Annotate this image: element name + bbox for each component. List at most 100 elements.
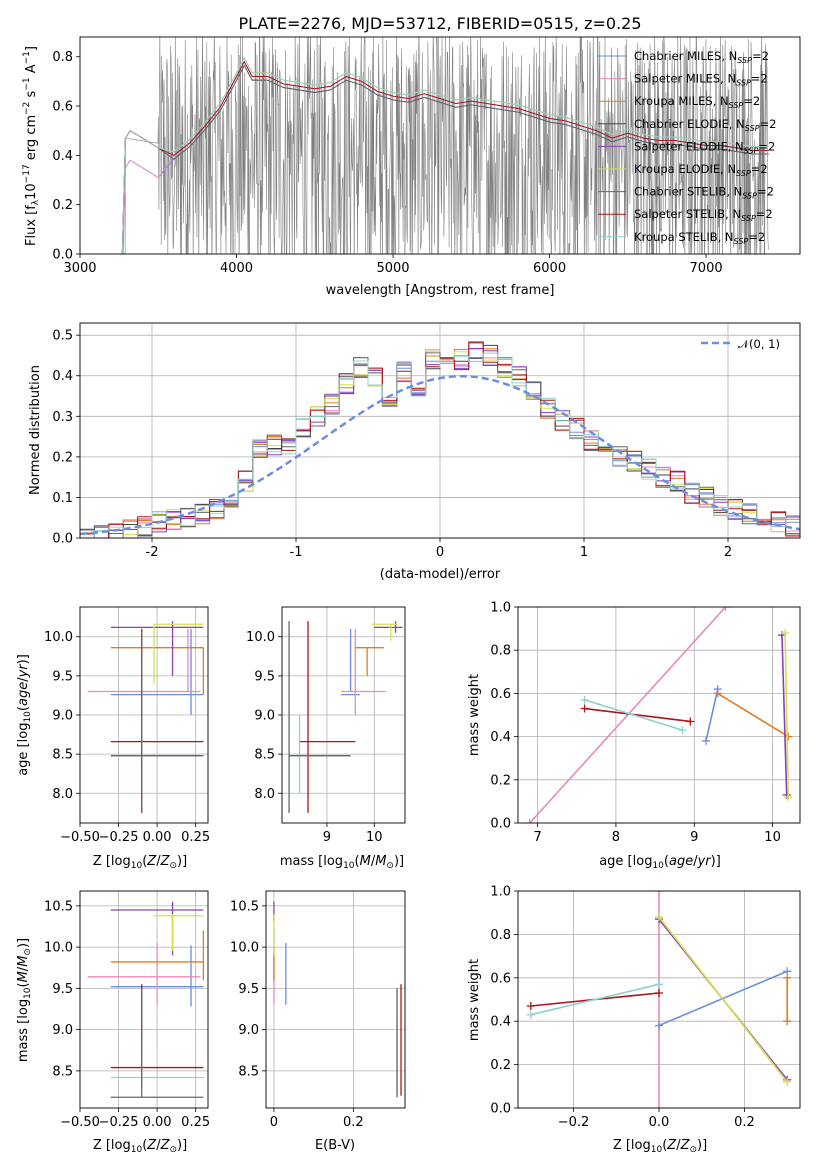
- y-tick-label: 0.0: [490, 817, 511, 832]
- model-line-salpeter-stelib: [121, 60, 769, 254]
- weight-marker: [721, 607, 730, 611]
- x-tick-label: 0: [436, 545, 444, 560]
- y-axis-label: Normed distribution: [28, 365, 43, 495]
- weight-marker: [526, 1010, 535, 1019]
- legend-entry: 𝒩(0, 1): [738, 337, 780, 351]
- weight-marker: [655, 1104, 663, 1108]
- weight-marker: [526, 1002, 535, 1011]
- y-tick-label: 10.0: [44, 630, 73, 645]
- y-tick-label: 9.0: [254, 709, 275, 724]
- y-tick-label: 0.8: [490, 928, 511, 943]
- weight-line-chabrier-miles: [705, 688, 719, 742]
- legend-entry: Kroupa STELIB, NSSP=2: [634, 230, 765, 246]
- y-tick-label: 9.5: [238, 982, 259, 997]
- y-tick-label: 9.0: [238, 1023, 259, 1038]
- legend-entry: Salpeter ELODIE, NSSP=2: [634, 139, 775, 155]
- panel-residuals: [76, 322, 801, 542]
- gaussian-line: [80, 374, 800, 536]
- axes-frame: [517, 606, 801, 824]
- legend-entry: Salpeter MILES, NSSP=2: [634, 72, 768, 88]
- weight-line-kroupa-elodie: [784, 632, 790, 798]
- panel-mass-vs-EBV: [262, 890, 406, 1112]
- y-tick-label: 1.0: [490, 601, 511, 616]
- y-tick-label: 0.0: [490, 1102, 511, 1117]
- weight-marker: [781, 628, 790, 637]
- axes-frame: [79, 890, 209, 1109]
- weight-lines: [525, 607, 793, 823]
- y-tick-label: 0.1: [52, 491, 73, 506]
- weight-marker: [655, 1021, 663, 1030]
- segments: [273, 901, 402, 1098]
- y-tick-label: 0.6: [490, 687, 511, 702]
- x-tick-label: 5000: [376, 261, 409, 276]
- x-tick-label: 0.2: [343, 1115, 364, 1130]
- x-tick-label: 7000: [690, 261, 723, 276]
- weight-marker: [655, 980, 663, 989]
- y-tick-label: 9.0: [52, 1023, 73, 1038]
- weight-marker: [525, 819, 534, 823]
- chart-title: PLATE=2276, MJD=53712, FIBERID=0515, z=0…: [238, 14, 641, 33]
- y-axis-label: age [log10(age/yr)]: [16, 654, 33, 776]
- y-axis-label: mass [log10(M/M⊙)]: [16, 938, 33, 1062]
- weight-line-kroupa-miles: [717, 692, 789, 738]
- axes-frame: [79, 606, 209, 824]
- weight-marker: [784, 793, 793, 802]
- y-axis-label: mass weight: [467, 674, 482, 756]
- y-tick-label: 0.2: [490, 773, 511, 788]
- x-tick-label: −0.50: [60, 830, 100, 845]
- model-line-chabrier-stelib: [121, 64, 769, 254]
- weight-marker: [580, 704, 589, 713]
- y-tick-label: 0.6: [52, 100, 73, 115]
- weight-marker: [655, 913, 663, 922]
- y-tick-label: 9.0: [52, 709, 73, 724]
- segments: [87, 621, 205, 813]
- y-tick-label: 9.5: [52, 982, 73, 997]
- y-tick-label: 1.0: [490, 885, 511, 900]
- legend-entry: Kroupa MILES, NSSP=2: [634, 94, 760, 110]
- y-tick-label: 0.0: [52, 248, 73, 263]
- axes-frame: [79, 322, 801, 539]
- x-tick-label: 10: [366, 830, 383, 845]
- weight-marker: [655, 988, 663, 997]
- y-tick-label: 9.5: [254, 669, 275, 684]
- x-tick-label: 1: [580, 545, 588, 560]
- y-tick-label: 10.5: [44, 899, 73, 914]
- weight-marker: [655, 891, 663, 895]
- legend-entry: Chabrier MILES, NSSP=2: [634, 49, 769, 65]
- x-tick-label: −0.2: [558, 1115, 590, 1130]
- y-tick-label: 0.8: [490, 644, 511, 659]
- y-tick-label: 0.3: [52, 410, 73, 425]
- panel-age-vs-mass: [278, 606, 406, 827]
- y-tick-label: 0.4: [490, 1015, 511, 1030]
- y-tick-label: 8.5: [254, 748, 275, 763]
- weight-marker: [580, 695, 589, 704]
- panel-age-vs-Z: [76, 606, 209, 827]
- y-tick-label: 10.0: [246, 630, 275, 645]
- x-axis-label: Z [log10(Z/Z⊙)]: [93, 1138, 187, 1155]
- weight-marker: [686, 717, 695, 726]
- y-tick-label: 8.5: [52, 1064, 73, 1079]
- x-tick-label: -2: [146, 545, 159, 560]
- legend-entry: Chabrier STELIB, NSSP=2: [634, 185, 774, 201]
- panel-spectrum: [76, 36, 801, 258]
- x-tick-label: 0: [270, 1115, 278, 1130]
- y-tick-label: 10.5: [230, 899, 259, 914]
- spectrum-data-line: [122, 37, 769, 254]
- weight-line-kroupa-stelib: [584, 699, 683, 731]
- y-tick-label: 8.0: [52, 787, 73, 802]
- legend-entry: Kroupa ELODIE, NSSP=2: [634, 162, 768, 178]
- x-tick-label: 2: [724, 545, 732, 560]
- weight-line-salpeter-miles: [529, 607, 727, 823]
- x-tick-label: 0.0: [649, 1115, 670, 1130]
- y-tick-label: 10.0: [44, 941, 73, 956]
- y-tick-label: 10.0: [230, 941, 259, 956]
- hist-step-chabrier-stelib: [80, 352, 800, 538]
- y-tick-label: 0.5: [52, 329, 73, 344]
- x-tick-label: 0.25: [181, 1115, 210, 1130]
- weight-marker: [713, 689, 722, 698]
- x-axis-label: Z [log10(Z/Z⊙)]: [93, 854, 187, 871]
- x-tick-label: −0.25: [99, 830, 139, 845]
- x-tick-label: -1: [290, 545, 303, 560]
- x-tick-label: 9: [323, 830, 331, 845]
- x-axis-label: (data-model)/error: [380, 567, 501, 582]
